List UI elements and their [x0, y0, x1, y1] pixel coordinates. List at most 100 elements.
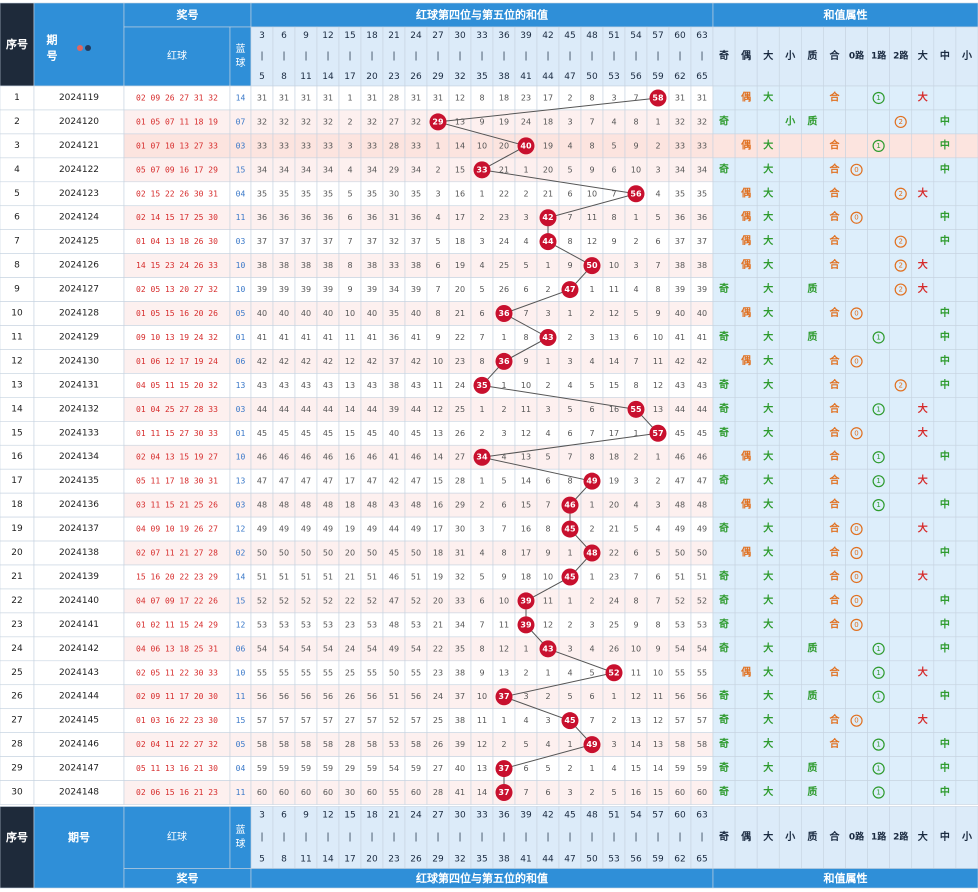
attr-value: 大: [918, 282, 928, 295]
omission-value: 53: [279, 620, 289, 629]
omission-value: 26: [433, 740, 443, 749]
attr-cell: [911, 229, 935, 254]
attr-cell: [933, 420, 957, 446]
range-sep: |: [480, 52, 483, 62]
attr-route-value: 1: [876, 333, 880, 341]
attr-cell: [734, 373, 758, 398]
sum-ball: [583, 257, 601, 275]
sum-ball-value: 45: [564, 716, 576, 725]
omission-value: 6: [611, 165, 616, 174]
sum-ball: [517, 137, 535, 155]
row-red-balls: 01 06 12 17 19 24: [136, 357, 218, 366]
header-blue-label-2: 球: [236, 56, 246, 69]
sum-ball: [429, 113, 447, 131]
omission-value: 4: [567, 141, 572, 150]
omission-value: 42: [257, 357, 267, 366]
attr-cell: [889, 325, 913, 350]
route-mark: [850, 427, 863, 440]
omission-value: 11: [543, 596, 553, 605]
omission-value: 31: [367, 93, 377, 102]
omission-value: 44: [697, 405, 707, 414]
range-high-label: 32: [454, 72, 465, 82]
row-red-balls: 02 15 22 26 30 31: [136, 189, 218, 198]
omission-value: 26: [609, 644, 619, 653]
attr-cell: [778, 373, 802, 398]
attr-cell: [889, 636, 913, 662]
row-blue-ball: 15: [236, 596, 246, 605]
attr-cell: [734, 516, 758, 542]
attr-cell: [778, 444, 802, 470]
attr-value: 偶: [740, 258, 751, 271]
row-index: 29: [11, 764, 23, 774]
omission-value: 7: [567, 213, 572, 222]
row-red-balls: 04 05 11 15 20 32: [136, 381, 218, 390]
attr-value: 中: [940, 450, 950, 463]
attr-cell: [955, 420, 978, 446]
range-high-label: 41: [520, 72, 531, 82]
sum-ball-value: 44: [542, 237, 554, 246]
omission-value: 44: [279, 405, 289, 414]
attr-cell: [889, 85, 913, 111]
range-low-label: 54: [630, 811, 642, 821]
omission-value: 9: [633, 141, 638, 150]
attr-value: 大: [763, 402, 773, 415]
omission-value: 45: [389, 549, 399, 558]
omission-value: 40: [279, 309, 289, 318]
omission-value: 32: [455, 572, 465, 581]
attr-header-label: 奇: [719, 830, 729, 843]
omission-value: 32: [257, 117, 267, 126]
range-sep: |: [392, 52, 395, 62]
omission-value: 44: [367, 405, 377, 414]
omission-value: 9: [479, 117, 484, 126]
attr-value: 合: [828, 546, 840, 559]
omission-value: 1: [479, 405, 484, 414]
omission-value: 5: [479, 285, 484, 294]
attr-cell: [778, 301, 802, 326]
attr-header-label: 偶: [740, 830, 751, 843]
omission-value: 49: [389, 644, 399, 653]
range-low-label: 27: [432, 31, 443, 41]
range-low-label: 21: [388, 811, 399, 821]
omission-value: 1: [589, 501, 594, 510]
omission-value: 31: [279, 93, 289, 102]
row-red-balls: 09 10 13 19 24 32: [136, 333, 218, 342]
omission-value: 41: [257, 333, 267, 342]
range-sep: |: [458, 833, 461, 843]
header-prize-label: 奖号: [177, 8, 199, 22]
omission-value: 32: [697, 117, 707, 126]
attr-value: 大: [763, 498, 773, 511]
omission-value: 54: [257, 644, 267, 653]
attr-value: 中: [940, 354, 950, 367]
omission-value: 54: [411, 644, 421, 653]
attr-cell: [801, 660, 824, 686]
omission-value: 53: [257, 620, 267, 629]
range-low-label: 15: [344, 31, 355, 41]
omission-value: 18: [499, 93, 509, 102]
row-index: 22: [11, 596, 22, 606]
attr-cell: [801, 444, 824, 470]
attr-value: 合: [828, 522, 840, 535]
range-low-label: 39: [520, 31, 532, 41]
omission-value: 14: [477, 788, 487, 797]
attr-cell: [933, 181, 957, 207]
omission-value: 1: [567, 596, 572, 605]
row-index: 15: [11, 428, 22, 438]
attr-cell: [734, 732, 758, 757]
omission-value: 8: [435, 309, 440, 318]
attr-value: 中: [940, 737, 950, 750]
row-index: 11: [11, 332, 22, 342]
sum-ball: [583, 736, 601, 754]
omission-value: 18: [543, 117, 553, 126]
omission-value: 41: [697, 333, 707, 342]
attr-cell: [955, 732, 978, 757]
omission-value: 11: [653, 357, 663, 366]
omission-value: 11: [631, 668, 641, 677]
omission-value: 44: [389, 525, 399, 534]
range-sep: |: [546, 833, 549, 843]
attr-cell: [889, 612, 913, 638]
sum-ball: [539, 233, 557, 251]
sum-ball: [649, 89, 667, 107]
omission-value: 48: [697, 501, 707, 510]
attr-value: 大: [763, 210, 773, 223]
attr-header-label: 1路: [871, 50, 887, 62]
